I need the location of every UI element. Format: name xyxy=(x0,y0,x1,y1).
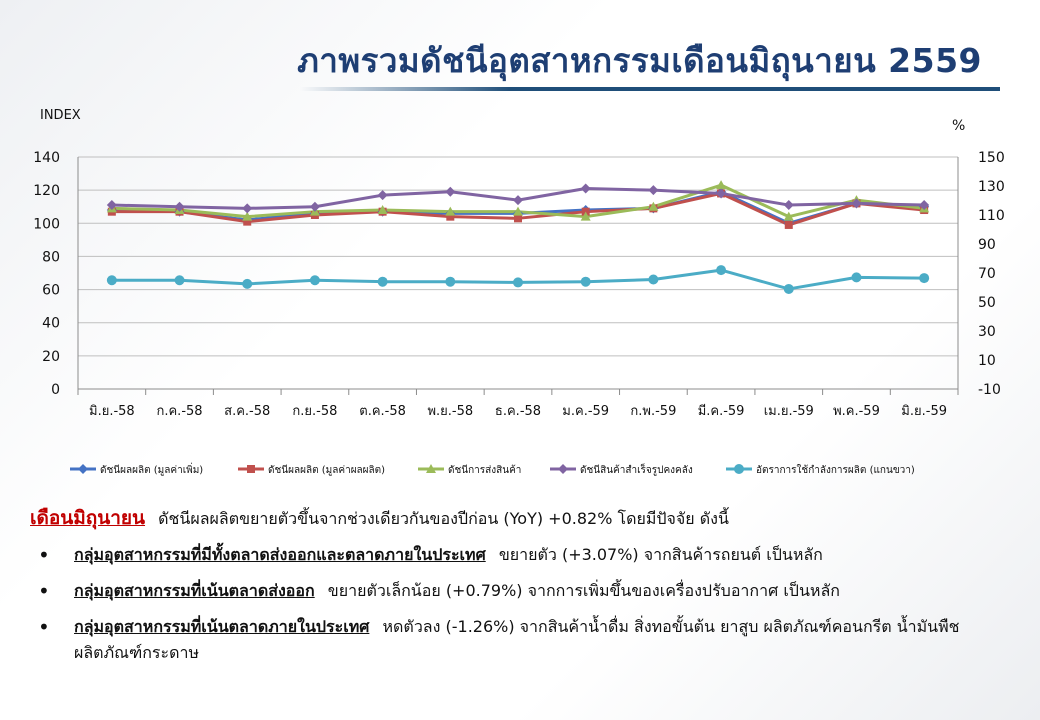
data-point xyxy=(783,283,794,294)
data-point xyxy=(514,214,522,223)
data-point xyxy=(580,183,591,194)
data-point xyxy=(513,195,523,206)
data-point xyxy=(377,190,388,201)
right-tick-label: 30 xyxy=(978,324,996,340)
data-point xyxy=(648,201,659,211)
data-point xyxy=(513,206,523,216)
data-point xyxy=(426,464,436,473)
data-point xyxy=(558,464,568,474)
data-point xyxy=(783,200,794,211)
x-tick-label: มิ.ย.-59 xyxy=(901,404,947,419)
bullet-group: กลุ่มอุตสาหกรรมที่เน้นตลาดภายในประเทศ xyxy=(74,617,370,636)
x-tick-label: ก.พ.-59 xyxy=(630,404,676,419)
right-axis-label: % xyxy=(952,118,965,134)
data-point xyxy=(247,465,255,473)
line-chart: 0 20 40 60 80 100 120 140 -10 10 30 50 70 90 110 130 150… xyxy=(33,108,1005,476)
left-tick-label: 100 xyxy=(33,216,60,232)
data-point xyxy=(106,200,117,211)
data-point xyxy=(377,205,388,215)
summary-lead-key: เดือนมิถุนายน xyxy=(30,507,146,529)
data-point xyxy=(919,273,930,284)
right-tick-label: 130 xyxy=(978,179,1005,195)
data-point xyxy=(243,217,252,226)
x-tick-label: ต.ค.-58 xyxy=(359,404,406,419)
bullet-text: ขยายตัว (+3.07%) จากสินค้ารถยนต์ เป็นหลั… xyxy=(498,545,823,564)
x-tick-label: มี.ค.-59 xyxy=(698,403,745,419)
data-point xyxy=(309,201,320,212)
data-point xyxy=(513,277,523,288)
right-tick-label: 10 xyxy=(978,353,996,369)
data-point xyxy=(377,276,388,287)
x-tick-label: พ.ค.-59 xyxy=(833,404,880,419)
title-underline xyxy=(300,87,1000,91)
data-point xyxy=(445,206,456,216)
data-point xyxy=(734,464,744,474)
left-tick-label: 120 xyxy=(33,183,60,199)
left-tick-label: 20 xyxy=(42,349,60,365)
x-tick-label: ก.ค.-58 xyxy=(156,404,202,419)
legend-entry: ดัชนีผลผลิต (มูลค่าเพิ่ม) xyxy=(100,462,203,476)
legend-entry: ดัชนีสินค้าสำเร็จรูปคงคลัง xyxy=(580,462,693,476)
right-tick-label: 110 xyxy=(978,208,1005,224)
data-point xyxy=(783,211,794,221)
x-tick-label: ม.ค.-59 xyxy=(562,404,609,419)
x-tick-label: มิ.ย.-58 xyxy=(89,404,135,419)
data-point xyxy=(174,201,185,212)
data-point xyxy=(106,275,117,286)
data-point xyxy=(716,180,727,190)
right-tick-label: -10 xyxy=(978,382,1001,398)
bullet-group: กลุ่มอุตสาหกรรมที่เน้นตลาดส่งออก xyxy=(74,581,315,600)
left-tick-label: 60 xyxy=(42,283,60,299)
data-point xyxy=(445,186,456,197)
right-tick-label: 150 xyxy=(978,150,1005,166)
summary-block: เดือนมิถุนายน ดัชนีผลผลิตขยายตัวขึ้นจากช… xyxy=(30,505,1010,676)
page-title: ภาพรวมดัชนีอุตสาหกรรมเดือนมิถุนายน 2559 xyxy=(297,41,982,80)
data-point xyxy=(242,211,253,221)
left-tick-label: 0 xyxy=(51,382,60,398)
data-point xyxy=(309,275,320,286)
x-tick-label: พ.ย.-58 xyxy=(427,404,473,419)
x-tick-label: ส.ค.-58 xyxy=(224,404,270,419)
summary-lead: เดือนมิถุนายน ดัชนีผลผลิตขยายตัวขึ้นจากช… xyxy=(30,505,1010,532)
right-tick-label: 70 xyxy=(978,266,996,282)
left-tick-label: 140 xyxy=(33,150,60,166)
x-tick-label: ธ.ค.-58 xyxy=(495,404,541,419)
data-point xyxy=(851,272,862,283)
data-point xyxy=(78,464,88,474)
right-tick-label: 90 xyxy=(978,237,996,253)
data-point xyxy=(919,200,930,211)
data-point xyxy=(242,203,253,214)
x-tick-label: เม.ย.-59 xyxy=(764,404,814,419)
data-point xyxy=(716,188,727,199)
left-tick-label: 40 xyxy=(42,316,60,332)
legend-entry: อัตราการใช้กำลังการผลิต (แกนขวา) xyxy=(756,464,915,476)
bullet-item: กลุ่มอุตสาหกรรมที่เน้นตลาดภายในประเทศ หด… xyxy=(30,614,1010,666)
data-point xyxy=(580,276,591,287)
data-point xyxy=(648,185,659,196)
bullet-item: กลุ่มอุตสาหกรรมที่มีทั้งตลาดส่งออกและตลา… xyxy=(30,542,1010,568)
left-tick-label: 80 xyxy=(42,249,60,265)
x-tick-label: ก.ย.-58 xyxy=(292,404,337,419)
bullet-text: ขยายตัวเล็กน้อย (+0.79%) จากการเพิ่มขึ้น… xyxy=(327,581,840,600)
data-point xyxy=(580,211,591,221)
bullet-group: กลุ่มอุตสาหกรรมที่มีทั้งตลาดส่งออกและตลา… xyxy=(74,545,486,564)
data-point xyxy=(851,198,862,209)
data-point xyxy=(716,265,727,276)
summary-lead-text: ดัชนีผลผลิตขยายตัวขึ้นจากช่วงเดียวกันของ… xyxy=(158,509,729,528)
data-point xyxy=(242,278,253,289)
left-axis-label: INDEX xyxy=(40,108,81,123)
summary-bullets: กลุ่มอุตสาหกรรมที่มีทั้งตลาดส่งออกและตลา… xyxy=(30,542,1010,666)
bullet-item: กลุ่มอุตสาหกรรมที่เน้นตลาดส่งออก ขยายตัว… xyxy=(30,578,1010,604)
data-point xyxy=(445,276,456,287)
data-point xyxy=(784,220,793,229)
bullet-text: หดตัวลง (-1.26%) จากสินค้าน้ำดื่ม สิ่งทอ… xyxy=(74,617,960,662)
legend-entry: ดัชนีการส่งสินค้า xyxy=(448,464,521,476)
data-point xyxy=(648,274,659,285)
right-tick-label: 50 xyxy=(978,295,996,311)
data-point xyxy=(446,212,455,221)
legend-entry: ดัชนีผลผลิต (มูลค่าผลผลิต) xyxy=(268,464,385,476)
data-point xyxy=(174,275,185,286)
